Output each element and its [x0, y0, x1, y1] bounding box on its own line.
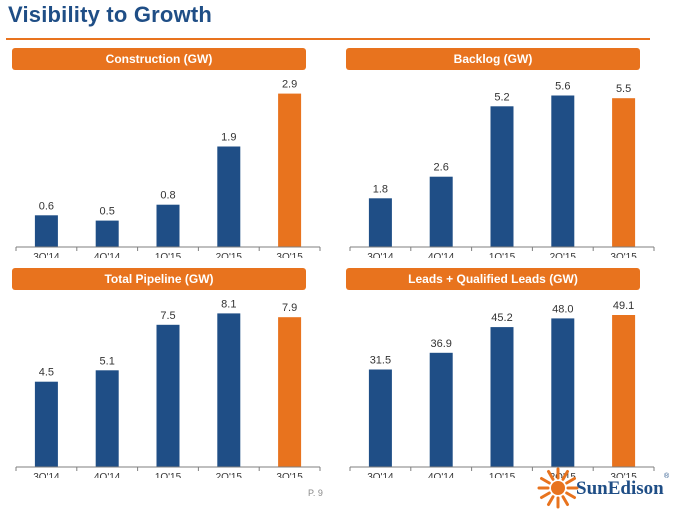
chart-title: Total Pipeline (GW): [104, 272, 213, 286]
data-label: 48.0: [552, 303, 573, 315]
bar-1q15: [490, 106, 514, 247]
x-tick-label: 4Q'14: [428, 252, 455, 258]
x-tick-label: 1Q'15: [155, 252, 182, 258]
sun-ray: [561, 470, 569, 481]
bar-2q15: [551, 95, 575, 247]
data-label: 1.8: [373, 183, 388, 195]
bar-3q14: [34, 381, 58, 467]
x-tick-label: 4Q'14: [428, 472, 455, 478]
bar-4q14: [429, 176, 453, 247]
registered-mark: ®: [664, 473, 670, 480]
x-tick-label: 2Q'15: [550, 472, 577, 478]
bar-3q14: [34, 215, 58, 247]
sun-ray: [540, 491, 551, 499]
chart-header-bar: [12, 48, 306, 70]
x-tick-label: 2Q'15: [216, 252, 243, 258]
sun-ray: [540, 477, 551, 485]
data-label: 1.9: [221, 132, 236, 144]
x-tick-label: 3Q'14: [33, 252, 60, 258]
bar-2q15: [217, 313, 241, 467]
data-label: 0.6: [39, 200, 54, 212]
x-tick-label: 4Q'14: [94, 252, 121, 258]
x-tick-label: 2Q'15: [550, 252, 577, 258]
bar-4q14: [429, 352, 453, 467]
bar-1q15: [156, 204, 180, 247]
leads-chart: Leads + Qualified Leads (GW) 31.5 3Q'14 36.…: [342, 262, 662, 478]
backlog-chart: Backlog (GW) 1.8 3Q'14 2.6 4Q'14 5.2 1Q'15 5.6 2…: [342, 42, 662, 258]
chart-header-bar: [346, 48, 640, 70]
data-label: 2.6: [434, 162, 449, 174]
sun-ray: [565, 477, 576, 485]
x-tick-label: 3Q'15: [610, 472, 637, 478]
bar-4q14: [95, 220, 119, 247]
data-label: 4.5: [39, 367, 54, 379]
chart-header-bar: [12, 268, 306, 290]
data-label: 49.1: [613, 300, 634, 312]
bar-3q15: [612, 98, 636, 247]
data-label: 5.5: [616, 83, 631, 95]
chart-svg: Construction (GW) 0.6 3Q'14 0.5 4Q'14 0.8 1Q'1…: [12, 48, 321, 258]
bar-3q15: [612, 315, 636, 467]
x-tick-label: 3Q'14: [367, 252, 394, 258]
sunedison-logo: SunEdison ®: [536, 466, 672, 510]
x-tick-label: 1Q'15: [155, 472, 182, 478]
data-label: 8.1: [221, 298, 236, 310]
sun-ray: [561, 495, 569, 506]
chart-svg: Total Pipeline (GW) 4.5 3Q'14 5.1 4Q'14 7.5 1Q…: [12, 268, 321, 478]
sun-ray: [565, 491, 576, 499]
bar-4q14: [95, 370, 119, 467]
data-label: 7.9: [282, 302, 297, 314]
data-label: 5.6: [555, 81, 570, 93]
x-tick-label: 3Q'14: [33, 472, 60, 478]
x-tick-label: 3Q'15: [276, 472, 303, 478]
data-label: 7.5: [160, 310, 175, 322]
x-tick-label: 1Q'15: [489, 252, 516, 258]
x-tick-label: 1Q'15: [489, 472, 516, 478]
x-tick-label: 4Q'14: [94, 472, 121, 478]
title-divider: [6, 38, 650, 40]
chart-title: Leads + Qualified Leads (GW): [408, 272, 578, 286]
construction-chart: Construction (GW) 0.6 3Q'14 0.5 4Q'14 0.8 1Q'1…: [8, 42, 328, 258]
sun-ray: [547, 470, 555, 481]
chart-title: Backlog (GW): [454, 52, 533, 66]
sun-ray: [547, 495, 555, 506]
page-title: Visibility to Growth: [8, 2, 213, 27]
bar-1q15: [490, 327, 514, 467]
bar-2q15: [551, 318, 575, 467]
data-label: 5.1: [100, 355, 115, 367]
bar-1q15: [156, 324, 180, 467]
data-label: 0.8: [160, 190, 175, 202]
data-label: 31.5: [370, 355, 391, 367]
x-tick-label: 3Q'15: [276, 252, 303, 258]
data-label: 45.2: [491, 312, 512, 324]
page-number: P. 9: [308, 488, 323, 498]
data-label: 0.5: [100, 206, 115, 218]
sun-logo-icon: [537, 467, 579, 509]
data-label: 5.2: [494, 91, 509, 103]
chart-header-bar: [346, 268, 640, 290]
bar-3q14: [368, 369, 392, 467]
total-pipeline-chart: Total Pipeline (GW) 4.5 3Q'14 5.1 4Q'14 7.5 1Q…: [8, 262, 328, 478]
data-label: 2.9: [282, 79, 297, 91]
bar-3q15: [278, 317, 302, 467]
bar-3q14: [368, 198, 392, 247]
chart-title: Construction (GW): [106, 52, 213, 66]
x-tick-label: 3Q'15: [610, 252, 637, 258]
chart-svg: Leads + Qualified Leads (GW) 31.5 3Q'14 36.…: [346, 268, 655, 478]
bar-2q15: [217, 146, 241, 247]
x-tick-label: 2Q'15: [216, 472, 243, 478]
bar-3q15: [278, 93, 302, 247]
chart-svg: Backlog (GW) 1.8 3Q'14 2.6 4Q'14 5.2 1Q'15 5.6 2…: [346, 48, 655, 258]
brand-name: SunEdison: [576, 478, 664, 499]
data-label: 36.9: [430, 338, 451, 350]
x-tick-label: 3Q'14: [367, 472, 394, 478]
